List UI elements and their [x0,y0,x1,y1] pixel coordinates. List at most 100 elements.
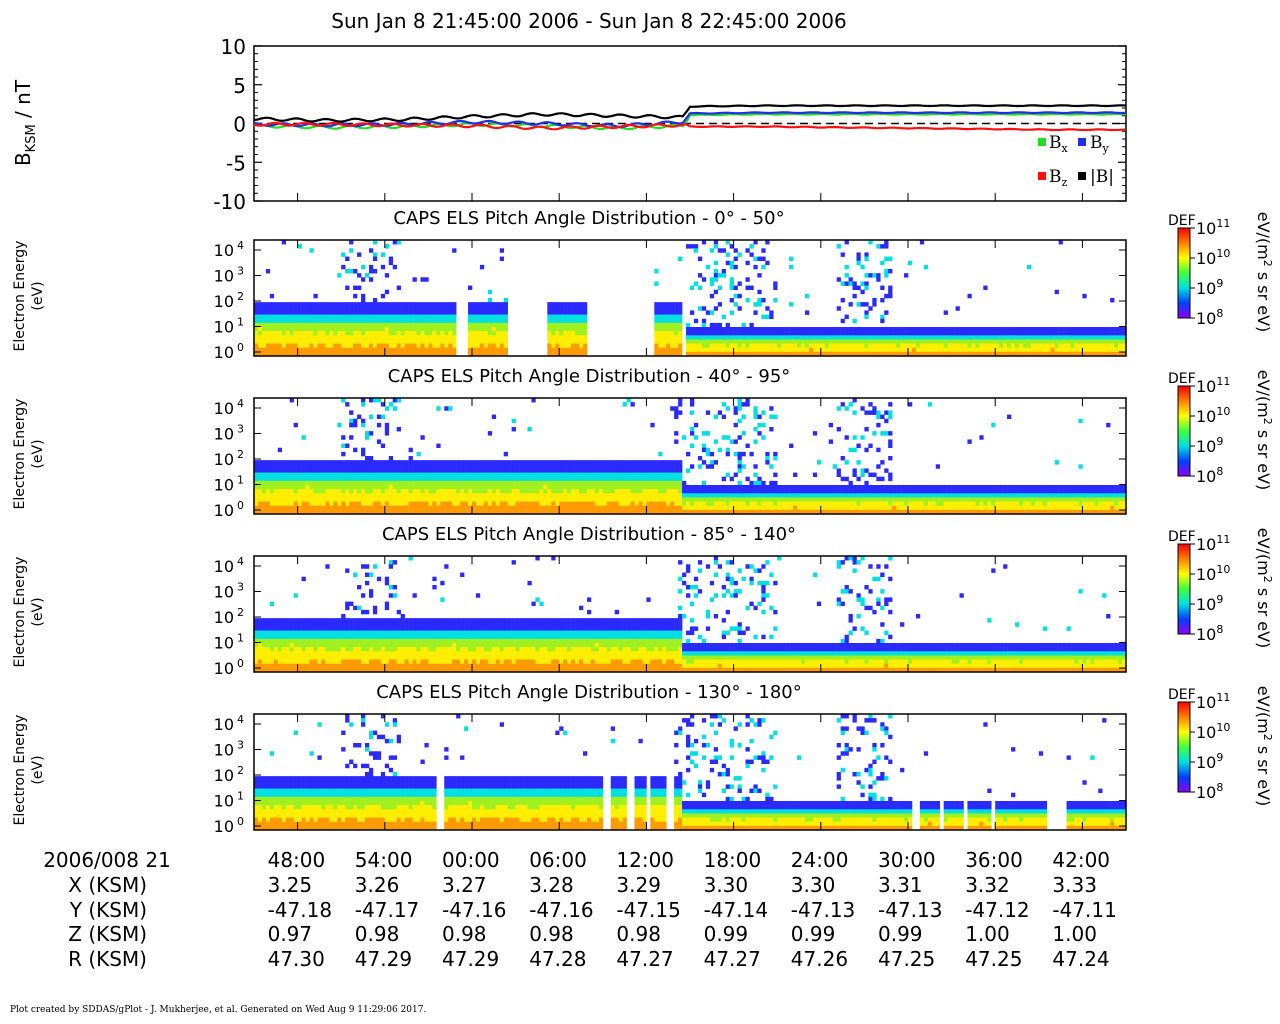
spectrogram-cell [753,414,758,420]
spectrogram-cell [313,497,318,502]
spectrogram-cell [424,468,429,473]
spectrogram-cell [955,343,960,349]
spectrogram-cell [368,480,374,486]
spectrogram-cell [436,472,441,478]
spectrogram-cell [658,468,663,473]
spectrogram-cell [761,497,766,502]
spectrogram-cell [919,485,925,490]
spectrogram-cell [384,431,390,436]
spectrogram-cell [884,273,889,278]
spectrogram-cell [670,501,675,507]
spectrogram-cell [1110,493,1115,498]
spectrogram-cell [269,464,275,469]
spectrogram-cell [543,505,548,511]
spectrogram-cell [773,480,778,486]
spectrogram-cell [277,302,283,307]
spectrogram-cell [852,497,857,502]
spectrogram-cell [915,493,921,498]
spectrogram-cell [832,339,837,344]
spectrogram-cell [491,509,497,515]
spectrogram-cell [983,285,988,291]
spectrogram-cell [254,634,259,640]
spectrogram-cell [257,347,263,353]
spectrogram-cell [444,480,449,486]
spectrogram-cell [448,318,453,324]
plot-title: Sun Jan 8 21:45:00 2006 - Sun Jan 8 22:4… [331,9,846,33]
spectrogram-cell [824,497,830,502]
spectrogram-cell [674,497,679,502]
spectrogram-cell [709,343,715,349]
spectrogram-cell [888,289,893,295]
spectrogram-cell [911,509,917,515]
spectrogram-cell [396,314,401,320]
spectrogram-cell [884,327,889,332]
spectrogram-cell [491,327,497,332]
spectrogram-cell [642,472,647,478]
spectrogram-cell [999,339,1004,344]
spectrogram-cell [479,480,485,486]
spectrogram-cell [380,464,386,469]
spectrogram-cell [396,501,401,507]
spectrogram-cell [836,472,841,478]
spectrogram-cell [674,414,679,420]
spectrogram-cell [765,327,770,332]
spectrogram-cell [428,480,433,486]
spectrogram-cell [456,464,461,469]
spectrogram-cell [479,489,485,494]
spectrogram-cell [313,618,318,623]
spectrogram-cell [908,402,913,407]
spectrogram-cell [888,493,893,498]
spectrogram-cell [1070,509,1075,515]
spectrogram-cell [392,468,397,473]
spectrogram-cell [329,647,334,652]
spectrogram-cell [789,264,794,270]
spectrogram-cell [634,501,639,507]
spectrogram-cell [610,480,615,486]
spectrogram-cell [935,347,941,353]
spectrogram-cell [412,493,417,498]
spectrogram-cell [468,497,473,502]
spectrogram-cell [273,647,279,652]
spectrogram-cell [285,509,290,515]
spectrogram-cell [761,298,766,303]
spectrogram-cell [749,351,754,357]
spectrogram-cell [785,497,790,502]
spectrogram-cell [864,480,869,486]
spectrogram-cell [630,509,635,515]
spectrogram-cell [301,663,306,669]
spectrogram-cell [963,505,968,511]
spectrogram-cell [412,327,417,332]
spectrogram-cell [333,493,338,498]
spectrogram-cell [931,485,937,490]
spectrogram-cell [697,489,703,494]
spectrogram-cell [293,464,298,469]
spectrogram-cell [999,489,1004,494]
spectrogram-cell [808,339,814,344]
spectrogram-cell [931,351,937,357]
spectrogram-cell [293,476,298,482]
spectrogram-cell [1007,414,1012,420]
spectrogram-cell [337,472,342,478]
spectrogram-cell [444,509,449,515]
spectrogram-cell [559,489,564,494]
spectrogram-cell [789,493,794,498]
spectrogram-panel-3: CAPS ELS Pitch Angle Distribution - 85° … [12,524,1274,678]
spectrogram-cell [353,302,358,307]
spectrogram-cell [737,406,742,411]
spectrogram-cell [285,489,290,494]
spectrogram-cell [277,497,283,502]
spectrogram-cell [353,501,358,507]
spectrogram-cell [254,493,259,498]
spectrogram-cell [793,485,798,490]
spectrogram-cell [452,314,457,320]
spectrogram-cell [682,505,687,511]
spectrogram-cell [1007,489,1012,494]
spectrogram-cell [400,501,405,507]
spectrogram-cell [468,347,473,353]
spectrogram-cell [543,493,548,498]
spectrogram-cell [257,618,263,623]
spectrogram-cell [392,464,397,469]
spectrogram-cell [614,476,619,482]
spectrogram-cell [301,485,306,490]
spectrogram-cell [487,464,493,469]
